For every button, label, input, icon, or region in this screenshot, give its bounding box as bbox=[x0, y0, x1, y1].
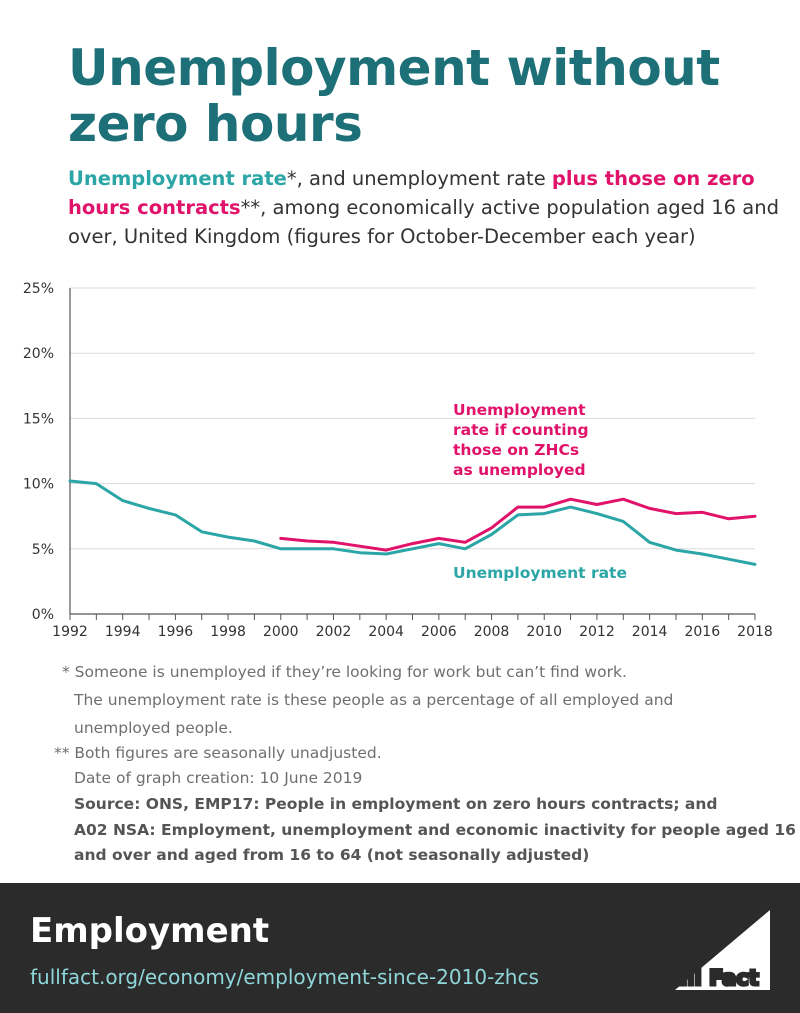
x-tick-label: 2004 bbox=[368, 624, 404, 640]
footnote-4: ** Both figures are seasonally unadjuste… bbox=[54, 744, 382, 762]
footer-url-link[interactable]: fullfact.org/economy/employment-since-20… bbox=[30, 965, 539, 989]
x-tick-label: 2012 bbox=[579, 624, 615, 640]
x-tick-label: 2016 bbox=[684, 624, 720, 640]
x-tick-label: 2014 bbox=[632, 624, 668, 640]
x-tick-label: 2010 bbox=[526, 624, 562, 640]
subtitle-text-2: **, among economically active population… bbox=[68, 196, 779, 248]
y-tick-label: 0% bbox=[32, 607, 54, 623]
annotation-zhc-label: rate if counting bbox=[453, 421, 589, 439]
annotation-zhc-label: as unemployed bbox=[453, 461, 586, 479]
y-tick-label: 20% bbox=[23, 346, 54, 362]
source-line-3: and over and aged from 16 to 64 (not sea… bbox=[74, 846, 590, 864]
x-tick-label: 2018 bbox=[737, 624, 773, 640]
y-tick-label: 15% bbox=[23, 411, 54, 427]
x-tick-label: 1992 bbox=[52, 624, 88, 640]
x-tick-label: 1998 bbox=[210, 624, 246, 640]
x-tick-label: 2002 bbox=[316, 624, 352, 640]
footnote-2: The unemployment rate is these people as… bbox=[74, 691, 674, 709]
graph-date: Date of graph creation: 10 June 2019 bbox=[74, 769, 363, 787]
subtitle-zhc: plus those on zero hours contracts bbox=[68, 167, 755, 219]
footnote-3: unemployed people. bbox=[74, 719, 233, 737]
y-tick-label: 5% bbox=[32, 542, 54, 558]
y-tick-label: 10% bbox=[23, 477, 54, 493]
x-tick-label: 1996 bbox=[158, 624, 194, 640]
series-line-unemployment-rate bbox=[68, 479, 757, 566]
annotation-unemployment-label: Unemployment rate bbox=[453, 564, 627, 582]
source-line-2: A02 NSA: Employment, unemployment and ec… bbox=[74, 821, 796, 839]
page-title: Unemployment without zero hours bbox=[68, 40, 768, 152]
source-line-1: Source: ONS, EMP17: People in employment… bbox=[74, 795, 718, 813]
x-tick-label: 1994 bbox=[105, 624, 141, 640]
y-tick-label: 25% bbox=[23, 281, 54, 297]
x-tick-label: 2000 bbox=[263, 624, 299, 640]
footer-category: Employment bbox=[30, 911, 270, 951]
logo-text: Full Fact bbox=[659, 966, 759, 990]
x-tick-label: 2006 bbox=[421, 624, 457, 640]
chart-subtitle: Unemployment rate*, and unemployment rat… bbox=[68, 164, 788, 251]
annotation-zhc-label: those on ZHCs bbox=[453, 441, 579, 459]
series-line-zhc-rate bbox=[279, 497, 757, 552]
x-tick-label: 2008 bbox=[474, 624, 510, 640]
title-line-1: Unemployment without bbox=[68, 39, 720, 97]
footnote-1: * Someone is unemployed if they’re looki… bbox=[62, 663, 627, 681]
full-fact-logo: Full Fact bbox=[658, 910, 770, 992]
footer-banner: Employment fullfact.org/economy/employme… bbox=[0, 883, 800, 1013]
subtitle-unemployment-rate: Unemployment rate bbox=[68, 167, 287, 190]
annotation-zhc-label: Unemployment bbox=[453, 401, 586, 419]
line-chart: 0% 5% 10% 15% 20% 25% 1992 1994 1996 1998 2000 2002… bbox=[23, 281, 773, 640]
title-line-2: zero hours bbox=[68, 95, 363, 153]
subtitle-text-1: *, and unemployment rate bbox=[286, 167, 552, 190]
